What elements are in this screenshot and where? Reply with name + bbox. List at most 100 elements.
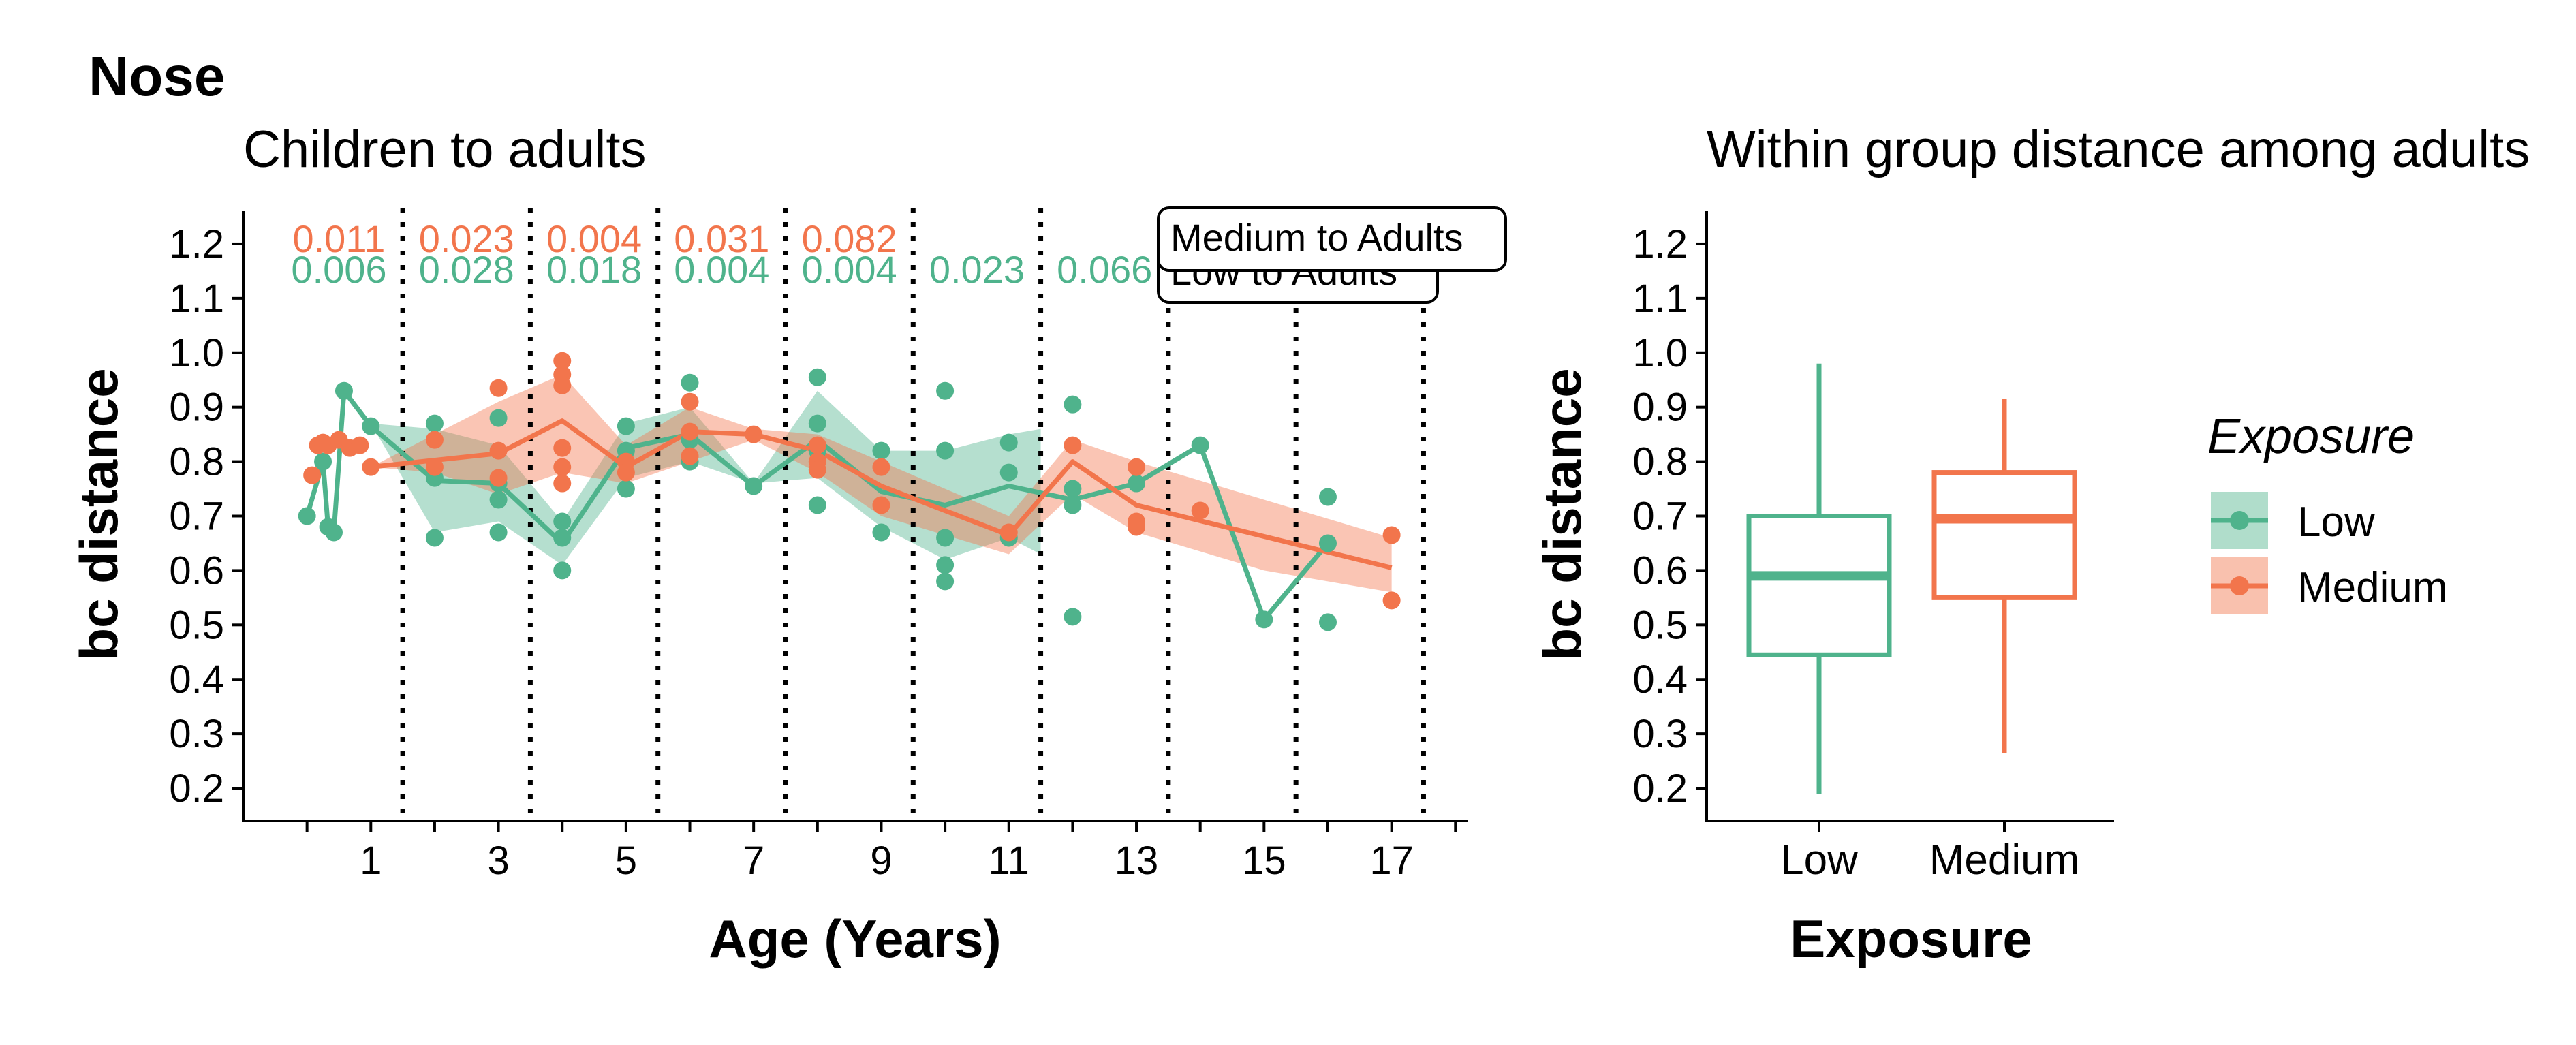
point-low [936, 529, 955, 547]
point-low [553, 561, 572, 580]
y-tick-label: 1.1 [169, 277, 224, 321]
right-axes: 0.2 0.3 0.4 0.5 0.6 0.7 0.8 0.9 1.0 1.1 1.2 Low Medi… [1632, 211, 2114, 884]
pvalue-low: 0.004 [802, 248, 897, 291]
point-low [324, 523, 343, 542]
right-boxes [1746, 363, 2077, 794]
point-medium [1064, 436, 1082, 454]
legend-label-medium: Medium [2297, 564, 2448, 611]
point-low [489, 490, 508, 509]
point-medium [1191, 501, 1209, 520]
left-panel-title: Children to adults [243, 121, 646, 178]
point-medium [489, 379, 508, 397]
point-medium [553, 376, 572, 394]
point-low [808, 414, 826, 433]
point-medium [745, 425, 763, 443]
point-low [999, 433, 1018, 452]
figure-title: Nose [89, 46, 226, 108]
point-low [1318, 488, 1337, 506]
x-tick-label: 17 [1369, 839, 1414, 883]
point-low [1064, 480, 1082, 498]
y-tick-label: 1.0 [1632, 331, 1688, 375]
x-tick-label: 7 [743, 839, 764, 883]
pvalue-low: 0.018 [546, 248, 642, 291]
point-low [936, 441, 955, 460]
point-medium [808, 461, 826, 479]
y-tick-label: 0.2 [1632, 766, 1688, 811]
pvalue-medium: 0.031 [674, 217, 769, 260]
pvalue-medium: 0.011 [292, 217, 385, 260]
pvalue-low: 0.028 [419, 248, 514, 291]
point-low [489, 409, 508, 427]
point-low [872, 523, 890, 542]
left-annotations: Low to Adults Medium to Adults [1157, 206, 1507, 304]
point-medium [808, 436, 826, 454]
y-tick-label: 1.1 [1632, 277, 1688, 321]
point-low [808, 496, 826, 514]
y-tick-label: 0.7 [1632, 495, 1688, 539]
point-medium [999, 523, 1018, 542]
point-medium [553, 474, 572, 493]
legend-item-medium: Medium [2211, 557, 2448, 614]
x-tick-label: 11 [989, 839, 1029, 883]
y-tick-label: 0.4 [169, 657, 224, 702]
point-medium [489, 469, 508, 487]
x-tick-label: Low [1780, 837, 1858, 884]
point-medium [425, 431, 444, 449]
annotation-box-medium [1157, 206, 1507, 272]
left-xlabel: Age (Years) [709, 909, 1001, 969]
point-medium [351, 436, 369, 454]
point-medium [553, 458, 572, 476]
pvalue-low: 0.006 [291, 248, 386, 291]
point-low [1064, 395, 1082, 414]
box-low [1746, 514, 1892, 657]
y-tick-label: 0.8 [1632, 440, 1688, 484]
point-low [1191, 436, 1209, 454]
y-tick-label: 0.5 [169, 603, 224, 647]
point-low [999, 463, 1018, 482]
y-tick-label: 0.3 [169, 712, 224, 756]
y-tick-label: 0.9 [1632, 386, 1688, 430]
x-tick-label: Medium [1929, 837, 2080, 884]
point-medium [681, 447, 699, 465]
point-low [553, 512, 572, 531]
point-low [681, 373, 699, 392]
annotation-medium: Medium to Adults [1170, 216, 1463, 259]
y-tick-label: 0.7 [169, 495, 224, 539]
x-tick-label: 9 [870, 839, 892, 883]
right-ylabel: bc distance [1532, 368, 1592, 660]
point-medium [553, 439, 572, 457]
pvalue-medium: 0.023 [419, 217, 514, 260]
y-tick-label: 0.6 [169, 548, 224, 593]
right-xlabel: Exposure [1790, 909, 2032, 969]
x-tick-label: 3 [487, 839, 509, 883]
box-medium [1931, 470, 2077, 600]
point-low [1318, 613, 1337, 631]
y-tick-label: 1.2 [169, 222, 224, 266]
point-low [808, 368, 826, 386]
point-medium [1128, 458, 1146, 476]
point-low [1064, 608, 1082, 626]
point-low [936, 381, 955, 400]
right-panel-title: Within group distance among adults [1707, 121, 2530, 178]
mean-line-medium [370, 418, 1393, 570]
point-low [745, 477, 763, 495]
point-medium [617, 463, 635, 482]
y-tick-label: 0.9 [169, 386, 224, 430]
point-medium [681, 392, 699, 411]
point-low [335, 381, 353, 400]
right-panel: Within group distance among adults 0.2 0.… [1532, 121, 2530, 969]
legend-title: Exposure [2207, 409, 2415, 464]
y-tick-label: 1.0 [169, 331, 224, 375]
y-tick-label: 0.6 [1632, 548, 1688, 593]
legend-dot-low [2230, 511, 2249, 530]
pvalue-low: 0.066 [1057, 248, 1152, 291]
point-low [936, 572, 955, 591]
pvalue-low: 0.023 [929, 248, 1025, 291]
point-medium [425, 458, 444, 476]
legend: Exposure Low Medium [2207, 409, 2448, 614]
y-tick-label: 0.5 [1632, 603, 1688, 647]
point-low [362, 417, 380, 435]
left-axes: 0.20.30.40.50.60.70.80.91.01.11.21 3 5 7 9 11… [169, 211, 1468, 883]
x-tick-label: 5 [615, 839, 637, 883]
